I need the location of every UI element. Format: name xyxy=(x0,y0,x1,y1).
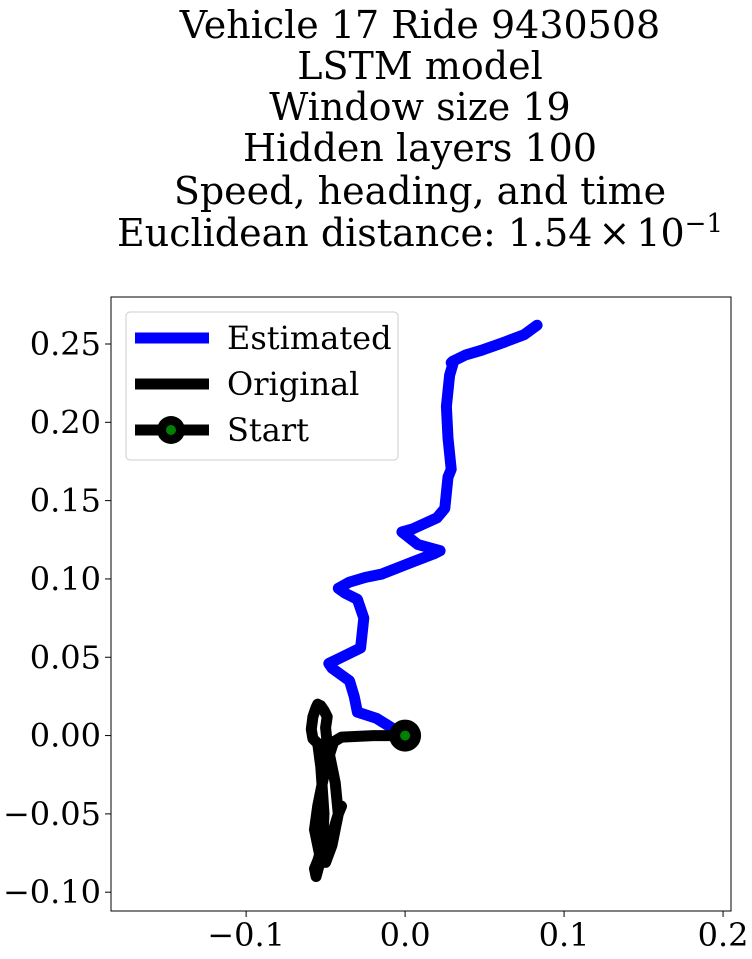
distance-base: 10 xyxy=(636,211,684,255)
legend-label-start: Start xyxy=(227,411,309,449)
y-tick-label: 0.15 xyxy=(30,482,101,520)
title-line-5: Speed, heading, and time xyxy=(174,169,666,213)
series-layer xyxy=(305,319,543,882)
distance-times: × xyxy=(598,211,630,255)
title-line-6: Euclidean distance: 1.54 × 10−1 xyxy=(117,209,723,255)
x-tick-label: −0.1 xyxy=(207,916,285,954)
title-line-1: Vehicle 17 Ride 9430508 xyxy=(179,3,660,47)
legend-box xyxy=(125,311,399,461)
distance-prefix: Euclidean distance: xyxy=(117,211,508,255)
title-line-4: Hidden layers 100 xyxy=(243,126,597,170)
legend-label-original: Original xyxy=(227,365,359,403)
y-axis: 0.25 0.20 0.15 0.10 0.05 0.00 −0.05 −0.10 xyxy=(3,325,111,911)
y-tick-label: 0.00 xyxy=(30,717,101,755)
distance-mantissa: 1.54 xyxy=(508,211,593,255)
y-tick-label: 0.20 xyxy=(30,403,101,441)
y-tick-label: 0.25 xyxy=(30,325,101,363)
legend-label-estimated: Estimated xyxy=(227,319,392,357)
chart-title: Vehicle 17 Ride 9430508 LSTM model Windo… xyxy=(117,3,723,255)
x-tick-label: 0.0 xyxy=(380,916,431,954)
series-line-estimated xyxy=(323,319,543,742)
title-line-2: LSTM model xyxy=(297,44,542,88)
y-tick-label: −0.05 xyxy=(3,795,101,833)
series-line-original xyxy=(305,698,411,882)
x-tick-label: 0.1 xyxy=(539,916,590,954)
y-tick-label: 0.05 xyxy=(30,638,101,676)
title-line-3: Window size 19 xyxy=(269,85,570,129)
x-axis: −0.1 0.0 0.1 0.2 xyxy=(207,911,748,954)
y-tick-label: −0.10 xyxy=(3,873,101,911)
y-tick-label: 0.10 xyxy=(30,560,101,598)
x-tick-label: 0.2 xyxy=(698,916,749,954)
start-marker-dot xyxy=(400,730,411,741)
legend-swatch-start-dot xyxy=(166,425,176,435)
legend: Estimated Original Start xyxy=(125,311,399,461)
distance-exponent: −1 xyxy=(685,209,723,239)
